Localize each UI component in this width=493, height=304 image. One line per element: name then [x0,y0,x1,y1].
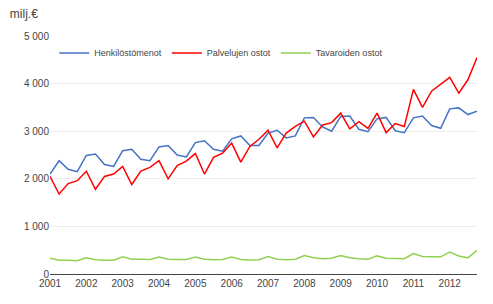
svg-text:2004: 2004 [148,278,171,289]
svg-text:4 000: 4 000 [24,78,49,89]
svg-text:2010: 2010 [366,278,389,289]
svg-text:2011: 2011 [403,278,425,289]
svg-text:0: 0 [43,269,49,280]
svg-text:1 000: 1 000 [24,221,49,232]
svg-text:2008: 2008 [293,278,316,289]
svg-text:Henkilöstömenot: Henkilöstömenot [94,48,162,58]
svg-text:Tavaroiden ostot: Tavaroiden ostot [316,48,383,58]
svg-text:2005: 2005 [184,278,207,289]
svg-text:2007: 2007 [257,278,280,289]
svg-text:2012: 2012 [439,278,462,289]
svg-text:2001: 2001 [39,278,62,289]
svg-text:2002: 2002 [75,278,98,289]
svg-text:milj.€: milj.€ [10,7,38,21]
svg-text:3 000: 3 000 [24,126,49,137]
svg-text:2003: 2003 [112,278,135,289]
svg-text:2 000: 2 000 [24,173,49,184]
svg-text:2006: 2006 [221,278,244,289]
svg-text:Palvelujen ostot: Palvelujen ostot [207,48,271,58]
svg-text:5 000: 5 000 [24,31,49,42]
svg-text:2009: 2009 [330,278,353,289]
